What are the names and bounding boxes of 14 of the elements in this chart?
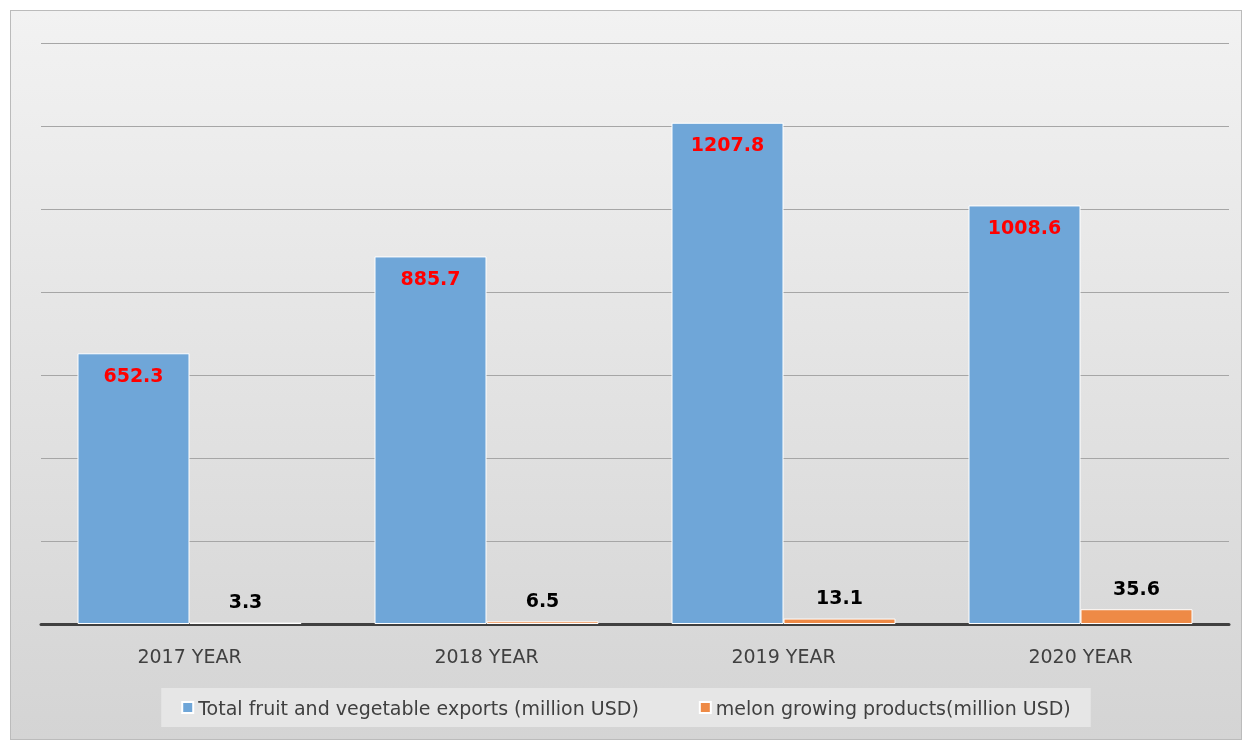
data-label: 35.6 <box>1113 576 1160 599</box>
data-label: 1207.8 <box>690 133 765 156</box>
x-tick-label: 2018 YEAR <box>434 644 539 667</box>
data-label: 13.1 <box>816 586 863 609</box>
data-label: 885.7 <box>400 266 461 289</box>
data-label: 1008.6 <box>987 215 1062 238</box>
legend-label: Total fruit and vegetable exports (million USD) <box>197 696 639 719</box>
x-tick-label: 2019 YEAR <box>731 644 836 667</box>
legend-label: melon growing products(million USD) <box>715 696 1071 719</box>
x-tick-label: 2020 YEAR <box>1028 644 1133 667</box>
data-label: 652.3 <box>103 363 164 386</box>
data-label: 3.3 <box>228 590 263 613</box>
data-label: 6.5 <box>525 588 560 611</box>
x-tick-label: 2017 YEAR <box>137 644 242 667</box>
